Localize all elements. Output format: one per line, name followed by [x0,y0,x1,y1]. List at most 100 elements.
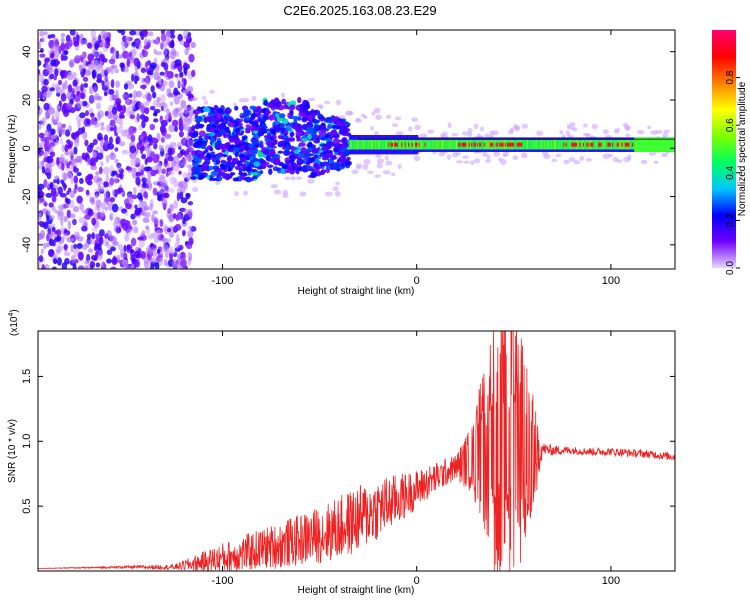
spectrogram-cell [248,143,255,149]
spectrogram-cell [629,139,632,150]
spectrogram-cell [307,97,316,102]
spectrogram-cell [129,114,136,120]
spectrogram-cell [182,89,189,95]
spectrogram-cell [178,92,183,100]
spectrogram-cell [333,119,340,123]
spectrogram-cell [643,137,646,152]
spectrogram-cell [235,118,240,122]
spectrogram-cell [463,160,470,164]
spectrogram-cell [206,152,212,159]
spectrogram-cell [40,248,44,255]
spectrogram-cell [66,162,70,169]
spectrogram-cell [149,264,155,269]
spectrogram-cell [81,126,85,134]
spectrogram-cell [312,119,321,124]
spectrogram-cell [91,217,97,226]
spectrogram-cell [52,240,56,247]
spectrogram-cell [103,181,110,188]
spectrogram-cell [65,40,72,50]
spectrogram-cell [63,243,69,250]
spectrogram-cell [241,141,249,146]
spectrogram-cell [536,139,539,150]
spectrogram-cell [95,95,103,101]
spectrogram-cell [51,134,57,140]
spectrogram-cell [221,146,226,153]
spectrogram-cell [153,142,158,150]
spectrogram-cell [140,67,147,73]
spectrogram-cell [111,170,118,176]
spectrogram-cell [282,135,289,139]
spectrogram-cell [524,139,527,150]
spectrogram-cell [82,131,88,140]
spectrogram-cell [158,189,166,194]
spectrogram-cell [115,80,120,88]
spectrogram-cell [269,145,277,149]
spectrogram-cell [72,79,78,87]
spectrogram-cell [52,258,58,265]
spectrogram-cell [340,128,347,135]
spectrogram-cell [166,228,172,233]
spectrogram-cell [289,104,296,111]
spectrogram-cell [343,150,350,157]
spectrogram-cell [38,124,42,130]
spectrogram-cell [608,153,614,157]
spectrogram-cell [162,192,170,199]
spectrogram-cell [154,262,160,269]
spectrogram-cell [134,204,138,210]
spectrogram-cell [59,138,64,145]
spectrogram-cell [400,139,403,150]
spectrogram-cell [279,140,286,145]
spectrogram-cell [547,139,551,150]
spectrogram-cell [149,105,156,111]
spectrogram-cell [63,50,69,56]
spectrogram-cell [111,203,119,213]
spectrogram-cell [544,139,547,150]
spectrogram-cell [126,244,131,253]
spectrogram-cell [118,114,125,119]
spectrogram-cell [102,166,110,175]
spectrogram-cell [169,252,174,261]
spectrogram-cell [143,216,149,223]
spectrogram-cell [49,151,56,158]
spectrogram-cell [211,123,217,129]
spectrogram-cell [109,94,113,102]
spectrogram-cell [645,137,649,152]
spectrogram-cell [86,42,93,49]
spectrogram-cell [142,94,148,99]
spectrogram-cell [109,119,116,127]
spectrogram-cell [79,92,85,100]
spectrogram-cell [457,139,460,150]
spectrogram-cell [59,192,67,198]
spectrogram-cell [389,139,392,150]
colorbar-tick-label: 0.6 [725,118,736,132]
spectrogram-cell [64,79,68,85]
spectrogram-cell [131,257,136,265]
spectrogram-cell [397,164,402,170]
spectrogram-cell [61,162,65,171]
spectrogram-cell [670,137,673,152]
spectrogram-cell [397,139,400,150]
spectrogram-cell [269,150,276,156]
spectrogram-cell [427,129,435,134]
spectrogram-cell [185,120,190,130]
spectrogram-cell [82,209,89,215]
snr-y-ticks: 0.5 1.0 1.5 [21,369,675,514]
spectrogram-cell [637,137,640,152]
spectrogram-cell [327,141,335,146]
spectrogram-cell [238,122,243,127]
spectrogram-cell [56,156,60,166]
spectrogram-cell [215,158,221,165]
spectrogram-cell [56,234,62,242]
spectrogram-cell [148,70,154,76]
y-tick-label: 1.0 [21,434,33,449]
spectrogram-cell [127,83,135,90]
spectrogram-cell [553,139,557,150]
spectrogram-cell [148,31,154,37]
spectrogram-cell [222,164,228,170]
spectrogram-cell [384,155,389,161]
spectrogram-cell [48,214,55,220]
spectrogram-cell [173,90,181,96]
y-tick-label: 1.5 [21,369,33,384]
spectrogram-cell [38,132,45,139]
spectrogram-cell [153,217,160,225]
